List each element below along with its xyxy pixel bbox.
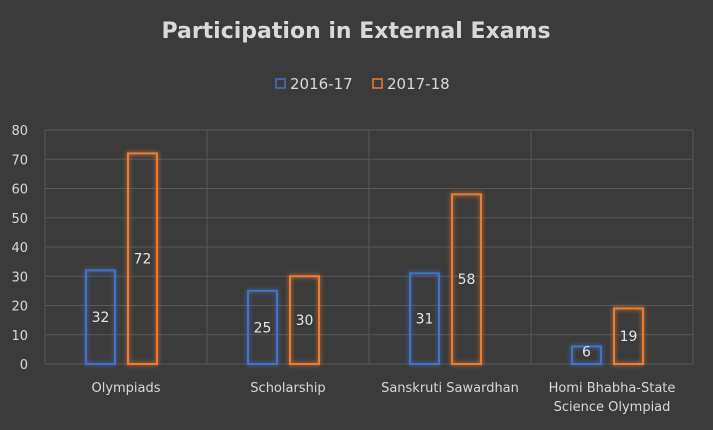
y-axis: 0 10 20 30 40 50 60 70 80 (11, 124, 28, 373)
y-tick-label: 50 (11, 212, 28, 227)
category-label: Olympiads (91, 381, 160, 396)
y-tick-label: 20 (11, 300, 28, 315)
bar-2017-18-2 (451, 193, 482, 365)
data-label: 32 (92, 310, 110, 326)
bar-2017-18-3 (613, 307, 644, 365)
data-label: 58 (458, 272, 476, 288)
y-tick-label: 0 (20, 358, 28, 373)
y-tick-label: 10 (11, 329, 28, 344)
legend-label: 2017-18 (387, 75, 450, 93)
category-label: Sanskruti Sawardhan (381, 381, 519, 396)
bar-2017-18-1 (289, 275, 320, 365)
bar-2016-17-2 (409, 272, 440, 366)
x-axis: Olympiads Scholarship Sanskruti Sawardhan H… (91, 381, 675, 415)
legend: 2016-17 2017-18 (275, 75, 450, 93)
data-label: 31 (416, 312, 434, 328)
bar-2016-17-3 (571, 345, 602, 366)
y-tick-label: 40 (11, 241, 28, 256)
category-label: Scholarship (250, 381, 325, 396)
gridlines (44, 129, 694, 365)
y-tick-label: 30 (11, 270, 28, 285)
legend-label: 2016-17 (290, 75, 353, 93)
data-label: 19 (620, 329, 638, 345)
chart-title: Participation in External Exams (161, 19, 550, 44)
category-label: Homi Bhabha-State (549, 381, 676, 396)
data-label: 30 (296, 313, 314, 329)
bars (85, 152, 644, 366)
data-label: 72 (134, 252, 152, 268)
legend-swatch-2017-18 (372, 78, 383, 89)
bar-2016-17-1 (247, 289, 278, 365)
y-tick-label: 70 (11, 153, 28, 168)
category-label: Science Olympiad (554, 400, 671, 415)
data-labels: 32 25 31 6 72 30 58 19 (92, 252, 638, 361)
bar-2016-17-0 (85, 269, 116, 365)
legend-swatch-2016-17 (275, 78, 286, 89)
y-tick-label: 80 (11, 124, 28, 139)
data-label: 25 (254, 320, 272, 336)
bar-2017-18-0 (127, 152, 158, 365)
data-label: 6 (582, 344, 591, 360)
y-tick-label: 60 (11, 183, 28, 198)
